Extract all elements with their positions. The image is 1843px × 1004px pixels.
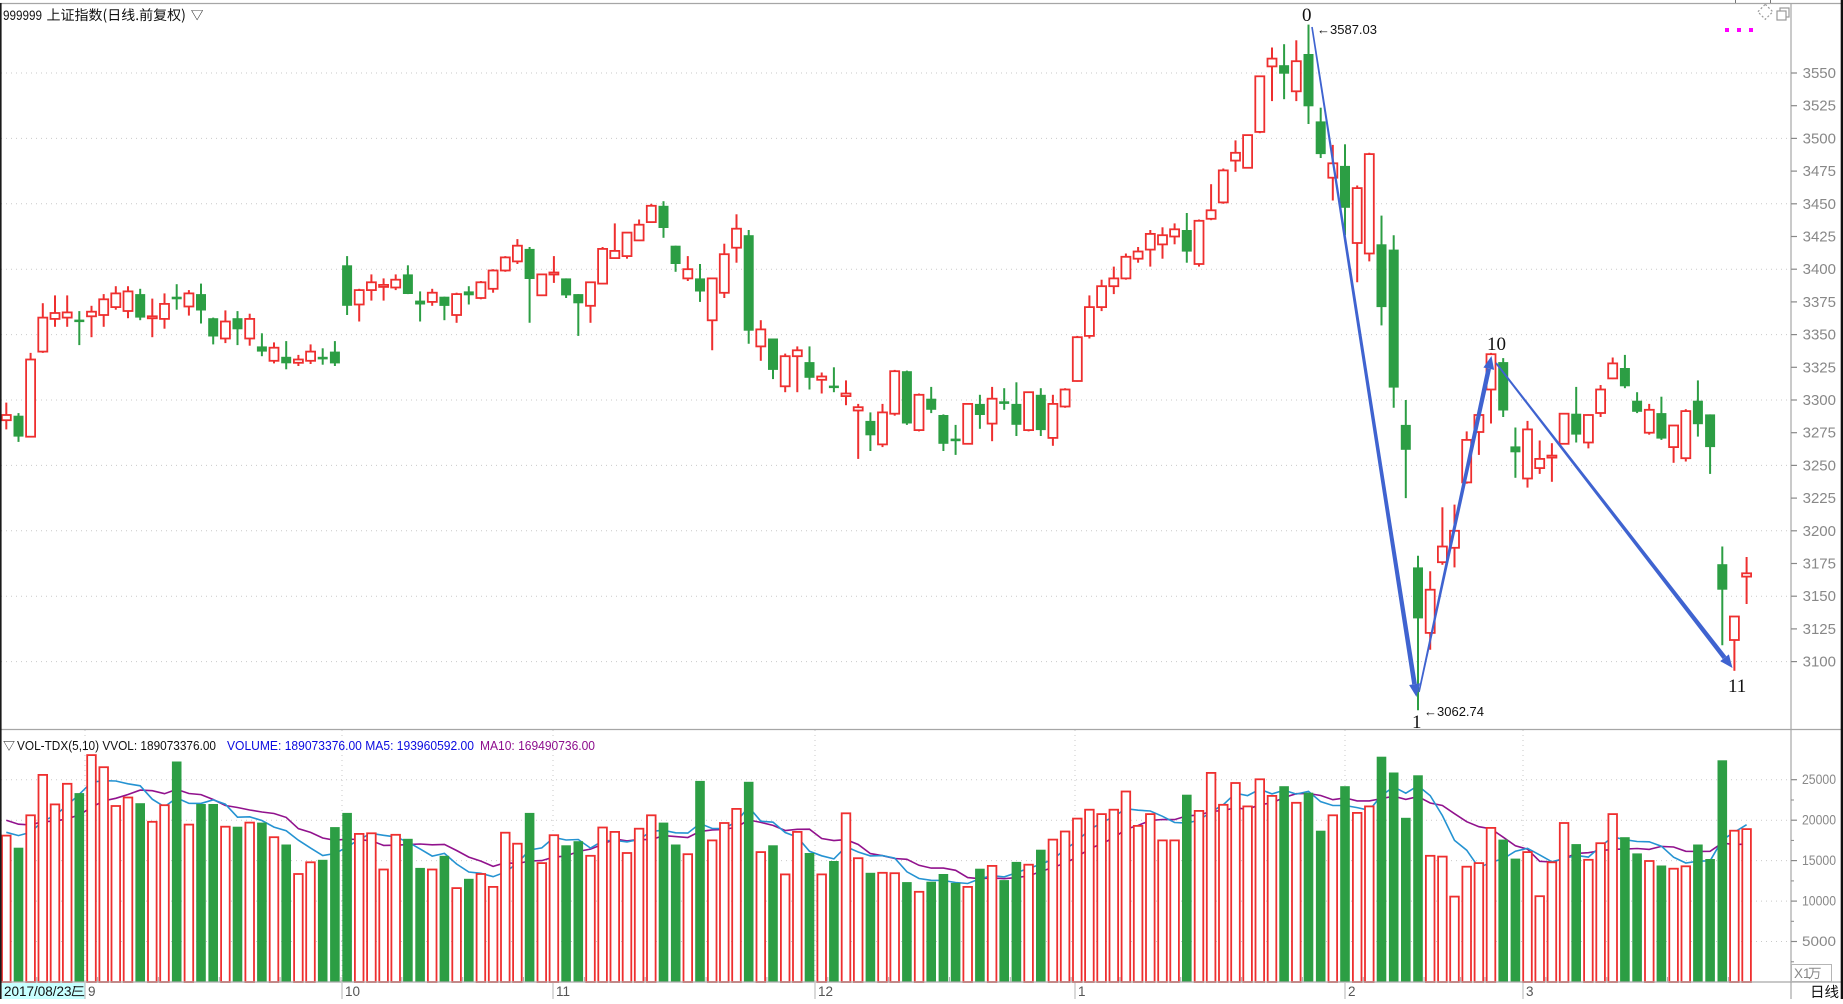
svg-text:3275: 3275: [1803, 425, 1836, 442]
svg-text:11: 11: [556, 984, 570, 999]
svg-text:VOL-TDX(5,10) VVOL: 189073376.: VOL-TDX(5,10) VVOL: 189073376.00: [17, 738, 216, 753]
svg-text:VOLUME: 189073376.00 MA5: 1939: VOLUME: 189073376.00 MA5: 193960592.00: [227, 738, 474, 753]
svg-text:3550: 3550: [1803, 65, 1836, 82]
svg-text:3425: 3425: [1803, 229, 1836, 246]
svg-text:←3587.03: ←3587.03: [1317, 22, 1377, 37]
svg-text:3100: 3100: [1803, 654, 1836, 671]
svg-text:12: 12: [818, 984, 833, 999]
svg-text:3: 3: [1526, 984, 1534, 999]
svg-text:1: 1: [1412, 712, 1422, 733]
svg-text:X1: X1: [1794, 966, 1811, 981]
svg-text:9: 9: [88, 984, 96, 999]
svg-text:3400: 3400: [1803, 261, 1836, 278]
svg-text:999999: 999999: [3, 8, 42, 23]
svg-text:15000: 15000: [1802, 853, 1836, 868]
svg-text:10000: 10000: [1802, 894, 1836, 909]
svg-text:11: 11: [1728, 676, 1746, 697]
svg-text:10: 10: [1487, 334, 1506, 355]
svg-text:3450: 3450: [1803, 196, 1836, 213]
svg-text:1: 1: [1078, 984, 1086, 999]
svg-text:3475: 3475: [1803, 163, 1836, 180]
svg-text:3375: 3375: [1803, 294, 1836, 311]
svg-text:3150: 3150: [1803, 588, 1836, 605]
svg-text:3175: 3175: [1803, 556, 1836, 573]
svg-text:3300: 3300: [1803, 392, 1836, 409]
svg-text:3200: 3200: [1803, 523, 1836, 540]
svg-text:5000: 5000: [1802, 934, 1836, 949]
svg-text:3250: 3250: [1803, 457, 1836, 474]
svg-text:0: 0: [1302, 5, 1312, 26]
svg-text:2017/08/23/: 2017/08/23/: [4, 984, 76, 999]
svg-text:3525: 3525: [1803, 98, 1836, 115]
svg-text:3500: 3500: [1803, 130, 1836, 147]
svg-text:←3062.74: ←3062.74: [1424, 704, 1484, 719]
svg-text:3325: 3325: [1803, 359, 1836, 376]
svg-text:3125: 3125: [1803, 621, 1836, 638]
svg-text:10: 10: [345, 984, 360, 999]
svg-text:25000: 25000: [1802, 772, 1836, 787]
svg-text:2: 2: [1348, 984, 1356, 999]
svg-text:20000: 20000: [1802, 813, 1836, 828]
svg-text:MA10: 169490736.00: MA10: 169490736.00: [480, 738, 595, 753]
svg-text:3350: 3350: [1803, 327, 1836, 344]
svg-text:3225: 3225: [1803, 490, 1836, 507]
